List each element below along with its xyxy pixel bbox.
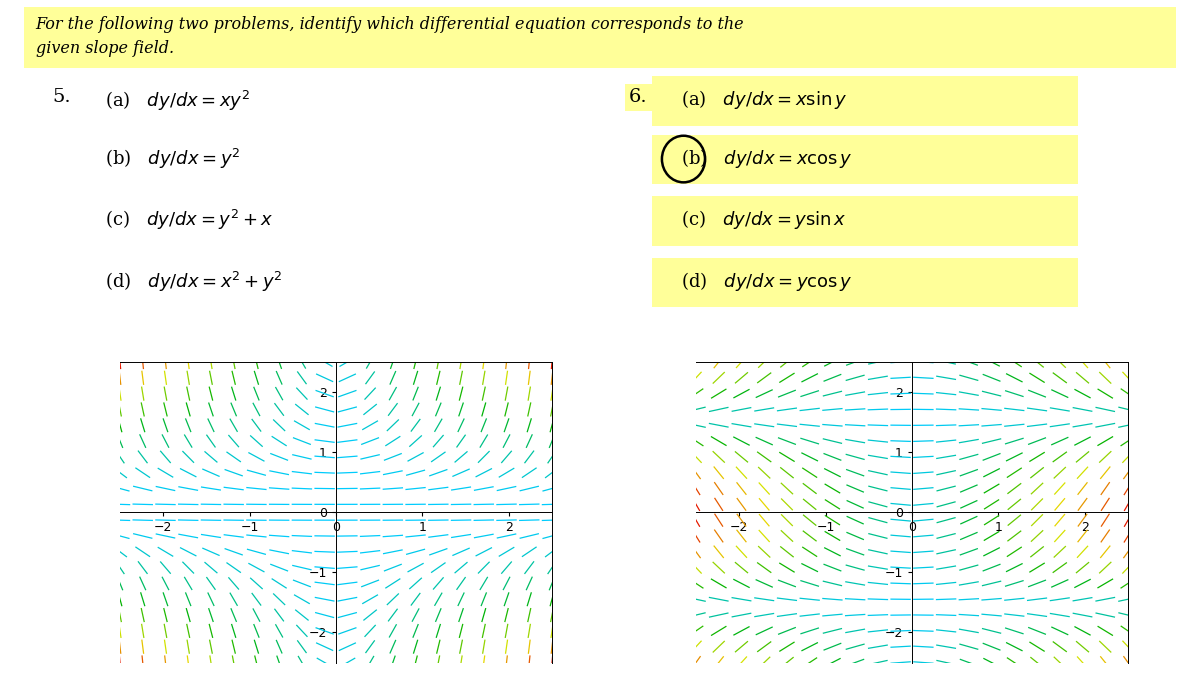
Text: (a)   $dy/dx = x\sin y$: (a) $dy/dx = x\sin y$ bbox=[680, 88, 847, 111]
Text: (d)   $dy/dx = x^2 + y^2$: (d) $dy/dx = x^2 + y^2$ bbox=[104, 270, 282, 294]
Text: 6.: 6. bbox=[629, 88, 648, 107]
Text: (c)   $dy/dx = y\sin x$: (c) $dy/dx = y\sin x$ bbox=[680, 208, 846, 232]
Text: (b)   $dy/dx = y^2$: (b) $dy/dx = y^2$ bbox=[104, 147, 240, 171]
Text: For the following two problems, identify which differential equation corresponds: For the following two problems, identify… bbox=[36, 16, 744, 57]
Text: 5.: 5. bbox=[53, 88, 72, 107]
FancyBboxPatch shape bbox=[24, 7, 1176, 68]
Text: (b)   $dy/dx = x\cos y$: (b) $dy/dx = x\cos y$ bbox=[680, 147, 852, 170]
FancyBboxPatch shape bbox=[652, 135, 1078, 184]
FancyBboxPatch shape bbox=[652, 196, 1078, 246]
FancyBboxPatch shape bbox=[652, 76, 1078, 126]
Text: (c)   $dy/dx = y^2 + x$: (c) $dy/dx = y^2 + x$ bbox=[104, 208, 274, 232]
FancyBboxPatch shape bbox=[652, 257, 1078, 307]
Text: (a)   $dy/dx = xy^2$: (a) $dy/dx = xy^2$ bbox=[104, 88, 250, 113]
Text: (d)   $dy/dx = y\cos y$: (d) $dy/dx = y\cos y$ bbox=[680, 270, 852, 292]
